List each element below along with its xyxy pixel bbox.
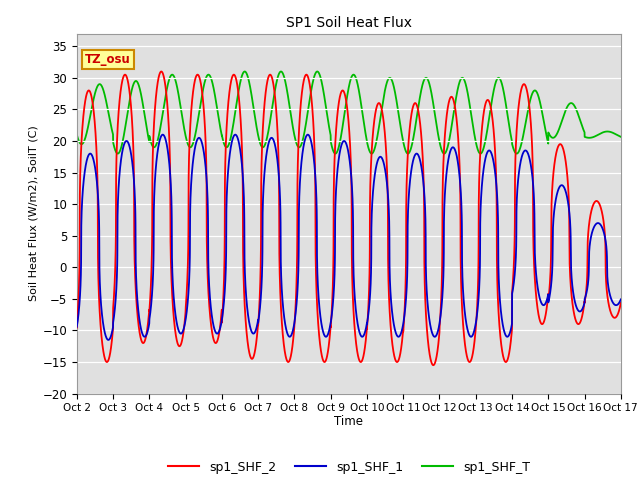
sp1_SHF_1 bbox=[617, 297, 625, 302]
sp1_SHF_1 bbox=[73, 324, 81, 330]
Legend: sp1_SHF_2, sp1_SHF_1, sp1_SHF_T: sp1_SHF_2, sp1_SHF_1, sp1_SHF_T bbox=[163, 456, 535, 479]
sp1_SHF_T bbox=[189, 140, 197, 145]
sp1_SHF_T bbox=[73, 132, 81, 138]
sp1_SHF_2 bbox=[615, 308, 623, 314]
sp1_SHF_1 bbox=[501, 331, 509, 337]
sp1_SHF_1 bbox=[184, 300, 191, 306]
sp1_SHF_1 bbox=[189, 156, 197, 162]
Line: sp1_SHF_2: sp1_SHF_2 bbox=[77, 72, 621, 365]
Line: sp1_SHF_1: sp1_SHF_1 bbox=[77, 135, 621, 340]
sp1_SHF_T bbox=[114, 151, 122, 156]
Y-axis label: Soil Heat Flux (W/m2), SoilT (C): Soil Heat Flux (W/m2), SoilT (C) bbox=[28, 126, 38, 301]
sp1_SHF_T bbox=[615, 133, 623, 139]
sp1_SHF_T bbox=[501, 97, 509, 103]
sp1_SHF_T bbox=[184, 140, 191, 146]
sp1_SHF_1 bbox=[424, 304, 432, 310]
sp1_SHF_T bbox=[241, 69, 248, 74]
sp1_SHF_2 bbox=[429, 362, 437, 368]
sp1_SHF_2 bbox=[184, 273, 191, 278]
sp1_SHF_1 bbox=[159, 132, 166, 138]
sp1_SHF_T bbox=[617, 134, 625, 140]
sp1_SHF_2 bbox=[73, 325, 81, 331]
sp1_SHF_2 bbox=[157, 69, 165, 74]
Text: TZ_osu: TZ_osu bbox=[85, 53, 131, 66]
sp1_SHF_T bbox=[424, 77, 432, 83]
X-axis label: Time: Time bbox=[334, 415, 364, 428]
sp1_SHF_T bbox=[276, 69, 284, 74]
sp1_SHF_1 bbox=[615, 300, 623, 306]
sp1_SHF_1 bbox=[104, 337, 112, 343]
Line: sp1_SHF_T: sp1_SHF_T bbox=[77, 72, 621, 154]
sp1_SHF_1 bbox=[276, 220, 284, 226]
sp1_SHF_2 bbox=[424, 337, 431, 343]
sp1_SHF_2 bbox=[501, 359, 509, 364]
Title: SP1 Soil Heat Flux: SP1 Soil Heat Flux bbox=[286, 16, 412, 30]
sp1_SHF_2 bbox=[617, 300, 625, 306]
sp1_SHF_2 bbox=[276, 295, 284, 301]
sp1_SHF_2 bbox=[189, 87, 197, 93]
